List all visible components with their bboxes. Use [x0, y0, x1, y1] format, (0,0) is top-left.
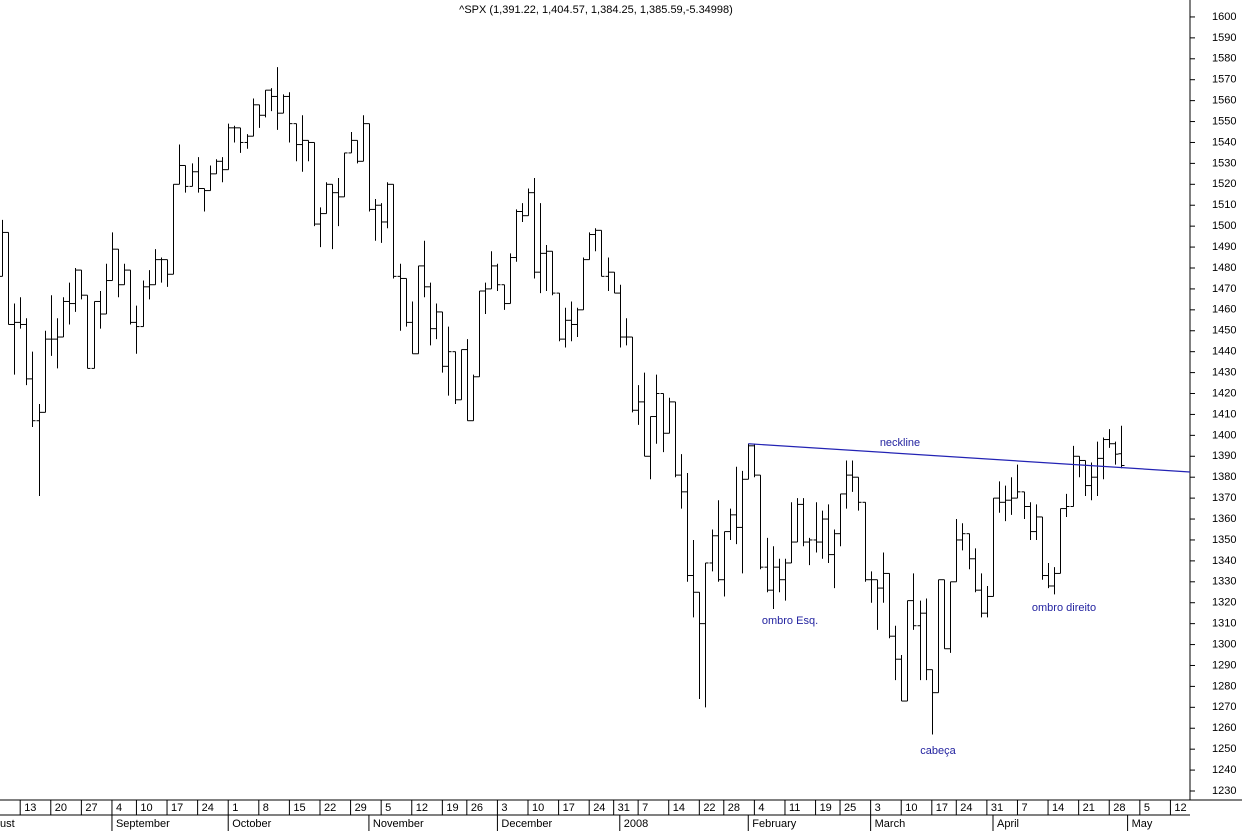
- month-label: 2008: [624, 818, 648, 830]
- y-tick-label: 1500: [1212, 220, 1236, 232]
- x-tick-label: 1: [232, 802, 238, 814]
- x-tick-label: 28: [1113, 802, 1125, 814]
- annotation: ombro direito: [1032, 602, 1096, 614]
- y-tick-label: 1450: [1212, 325, 1236, 337]
- y-tick-label: 1490: [1212, 241, 1236, 253]
- y-tick-label: 1300: [1212, 638, 1236, 650]
- y-tick-label: 1600: [1212, 11, 1236, 23]
- x-tick-label: 31: [618, 802, 630, 814]
- x-tick-label: 17: [171, 802, 183, 814]
- x-tick-label: 3: [875, 802, 881, 814]
- annotation: neckline: [880, 437, 920, 449]
- y-tick-label: 1580: [1212, 53, 1236, 65]
- y-tick-label: 1370: [1212, 492, 1236, 504]
- y-tick-label: 1460: [1212, 304, 1236, 316]
- y-tick-label: 1290: [1212, 659, 1236, 671]
- month-label: December: [501, 818, 552, 830]
- y-tick-label: 1570: [1212, 74, 1236, 86]
- x-tick-label: 19: [820, 802, 832, 814]
- y-tick-label: 1240: [1212, 764, 1236, 776]
- y-tick-label: 1520: [1212, 178, 1236, 190]
- x-tick-label: 10: [532, 802, 544, 814]
- y-tick-label: 1270: [1212, 701, 1236, 713]
- x-tick-label: 28: [728, 802, 740, 814]
- x-tick-label: 22: [324, 802, 336, 814]
- y-tick-label: 1260: [1212, 722, 1236, 734]
- x-tick-label: 25: [844, 802, 856, 814]
- month-label: ust: [0, 818, 15, 830]
- x-tick-label: 24: [202, 802, 214, 814]
- y-tick-label: 1390: [1212, 450, 1236, 462]
- x-tick-label: 4: [758, 802, 764, 814]
- neckline: [748, 443, 1191, 473]
- x-tick-label: 13: [24, 802, 36, 814]
- y-tick-label: 1550: [1212, 115, 1236, 127]
- month-label: October: [232, 818, 271, 830]
- x-tick-label: 7: [1021, 802, 1027, 814]
- chart-title: ^SPX (1,391.22, 1,404.57, 1,384.25, 1,38…: [459, 4, 733, 16]
- month-label: February: [752, 818, 797, 830]
- x-tick-label: 17: [936, 802, 948, 814]
- x-tick-label: 24: [960, 802, 972, 814]
- x-tick-label: 21: [1083, 802, 1095, 814]
- x-tick-label: 14: [673, 802, 685, 814]
- x-tick-label: 22: [703, 802, 715, 814]
- y-tick-label: 1340: [1212, 555, 1236, 567]
- x-tick-label: 5: [1144, 802, 1150, 814]
- y-tick-label: 1540: [1212, 136, 1236, 148]
- month-label: November: [373, 818, 424, 830]
- month-label: April: [997, 818, 1019, 830]
- month-label: September: [116, 818, 170, 830]
- y-tick-label: 1430: [1212, 367, 1236, 379]
- y-tick-label: 1530: [1212, 157, 1236, 169]
- x-tick-label: 8: [263, 802, 269, 814]
- x-tick-label: 10: [905, 802, 917, 814]
- x-tick-label: 17: [563, 802, 575, 814]
- x-tick-label: 15: [293, 802, 305, 814]
- x-tick-label: 20: [55, 802, 67, 814]
- y-tick-label: 1590: [1212, 32, 1236, 44]
- x-tick-label: 27: [85, 802, 97, 814]
- y-tick-label: 1400: [1212, 429, 1236, 441]
- x-tick-label: 29: [355, 802, 367, 814]
- x-tick-label: 10: [140, 802, 152, 814]
- month-label: March: [875, 818, 906, 830]
- x-tick-label: 4: [116, 802, 122, 814]
- x-tick-label: 24: [593, 802, 605, 814]
- x-tick-label: 7: [642, 802, 648, 814]
- x-tick-label: 12: [416, 802, 428, 814]
- x-tick-label: 14: [1052, 802, 1064, 814]
- y-tick-label: 1320: [1212, 597, 1236, 609]
- y-tick-label: 1440: [1212, 346, 1236, 358]
- y-tick-label: 1330: [1212, 576, 1236, 588]
- month-label: May: [1132, 818, 1153, 830]
- y-tick-label: 1510: [1212, 199, 1236, 211]
- annotation: cabeça: [920, 745, 956, 757]
- y-tick-label: 1380: [1212, 471, 1236, 483]
- y-tick-label: 1360: [1212, 513, 1236, 525]
- x-tick-label: 31: [991, 802, 1003, 814]
- y-tick-label: 1470: [1212, 283, 1236, 295]
- y-tick-label: 1410: [1212, 408, 1236, 420]
- y-tick-label: 1420: [1212, 387, 1236, 399]
- x-tick-label: 5: [385, 802, 391, 814]
- x-tick-label: 3: [501, 802, 507, 814]
- x-tick-label: 11: [789, 802, 800, 814]
- y-tick-label: 1560: [1212, 95, 1236, 107]
- x-tick-label: 19: [446, 802, 458, 814]
- x-tick-label: 12: [1174, 802, 1186, 814]
- annotation: ombro Esq.: [762, 615, 818, 627]
- y-tick-label: 1350: [1212, 534, 1236, 546]
- y-tick-label: 1310: [1212, 618, 1236, 630]
- y-tick-label: 1280: [1212, 680, 1236, 692]
- y-tick-label: 1480: [1212, 262, 1236, 274]
- x-tick-label: 26: [471, 802, 483, 814]
- y-tick-label: 1230: [1212, 785, 1236, 797]
- y-tick-label: 1250: [1212, 743, 1236, 755]
